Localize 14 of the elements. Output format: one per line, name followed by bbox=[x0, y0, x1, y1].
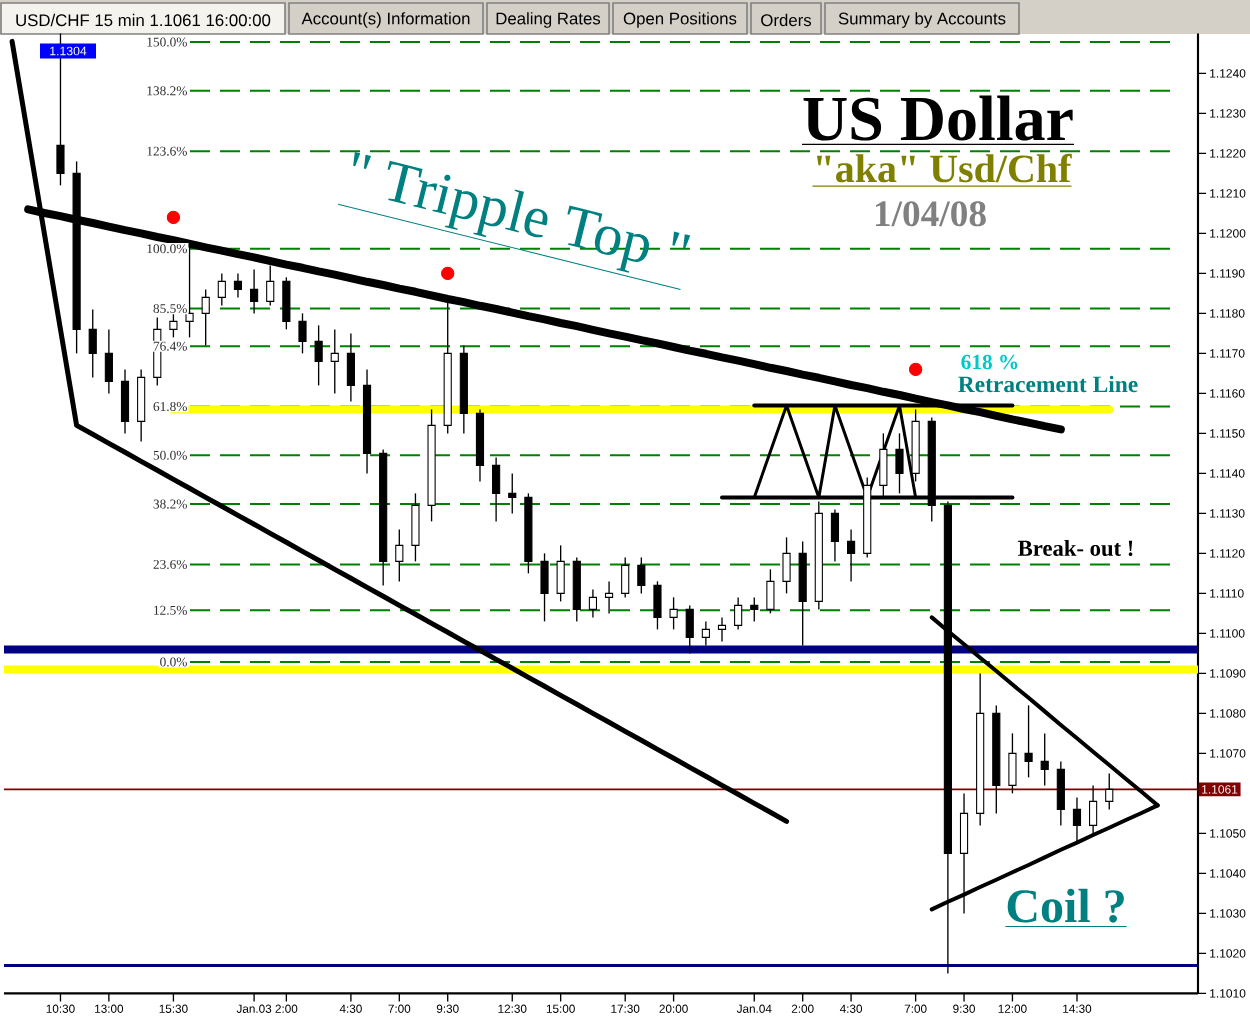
text: Dealing Rates bbox=[496, 12, 601, 28]
text: Summary by Accounts bbox=[838, 12, 1006, 28]
annotation: Retracement Line bbox=[958, 375, 1138, 393]
text: Orders bbox=[761, 13, 812, 27]
text: US Dollar bbox=[803, 95, 1073, 141]
text: Open Positions bbox=[623, 12, 737, 28]
text: Account(s) Information bbox=[301, 12, 470, 28]
annotation: Break- out ! bbox=[1018, 539, 1133, 557]
annotation: 1/04/08 bbox=[875, 201, 986, 227]
text: "aka" Usd/Chf bbox=[816, 153, 1072, 183]
annotation: Coil ? bbox=[1007, 888, 1124, 923]
text: USD/CHF 15 min 1.1061 16:00:00 bbox=[16, 13, 271, 27]
annotation: 618 % bbox=[961, 354, 1018, 370]
annotation: " Tripple Top " bbox=[353, 151, 691, 273]
